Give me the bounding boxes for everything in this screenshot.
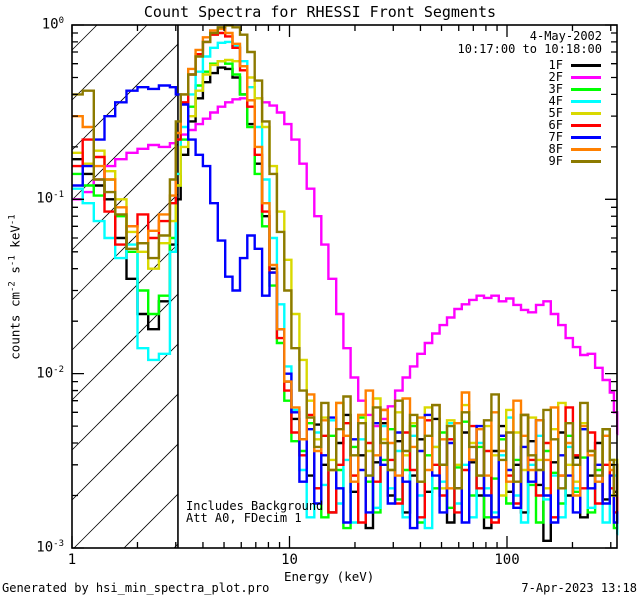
legend-item-6F: 6F <box>505 118 601 132</box>
legend-swatch <box>571 147 601 151</box>
legend-swatch <box>571 75 601 79</box>
legend-swatch <box>571 87 601 91</box>
hatch-line <box>71 343 179 451</box>
hatch-line <box>71 143 179 251</box>
axis-ticks <box>71 24 617 549</box>
legend-swatch <box>571 99 601 103</box>
hatch-line <box>71 243 179 351</box>
hatch-line <box>123 493 179 549</box>
obs-time-range: 10:17:00 to 10:18:00 <box>457 41 603 56</box>
series-line-9F <box>72 24 619 497</box>
observation-info: 4-May-2002 10:17:00 to 10:18:00 <box>458 30 603 55</box>
footer-generator: Generated by hsi_min_spectra_plot.pro <box>2 581 270 595</box>
legend-label: 7F <box>548 130 563 144</box>
plot-title: Count Spectra for RHESSI Front Segments <box>143 3 497 21</box>
legend-item-2F: 2F <box>505 70 601 84</box>
y-tick-label: 100 <box>41 16 64 33</box>
obs-date: 4-May-2002 <box>529 29 602 43</box>
hatch-line <box>71 24 148 101</box>
y-axis-label: counts cm-2 s-1 keV-1 <box>7 214 23 360</box>
legend-label: 5F <box>548 106 563 120</box>
legend-label: 1F <box>548 58 563 72</box>
legend-label: 8F <box>548 142 563 156</box>
hatch-line <box>71 43 179 151</box>
x-axis-label: Energy (keV) <box>284 569 375 584</box>
legend-item-4F: 4F <box>505 94 601 108</box>
legend-swatch <box>571 111 601 115</box>
x-tick-label: 1 <box>67 552 77 568</box>
legend-label: 3F <box>548 82 563 96</box>
y-tick-label: 10-2 <box>36 364 64 382</box>
legend-item-7F: 7F <box>505 130 601 144</box>
hatch-line <box>71 24 98 51</box>
annotation-includes-background: Includes Background <box>186 499 324 513</box>
hatch-line <box>73 443 179 549</box>
legend-item-9F: 9F <box>505 154 601 168</box>
hatch-line <box>71 293 179 401</box>
legend-label: 6F <box>548 118 563 132</box>
hatch-line <box>71 393 179 501</box>
legend-item-1F: 1F <box>505 58 601 72</box>
legend-swatch <box>571 63 601 67</box>
hatch-line <box>71 193 179 301</box>
plot-box <box>71 24 618 549</box>
legend-item-3F: 3F <box>505 82 601 96</box>
annotation-attenuator-state: Att A0, FDecim 1 <box>186 511 302 525</box>
x-tick-label: 10 <box>281 552 298 568</box>
footer-timestamp: 7-Apr-2023 13:18 <box>521 581 637 595</box>
legend-item-5F: 5F <box>505 106 601 120</box>
legend-label: 9F <box>548 154 563 168</box>
x-tick-label: 100 <box>494 552 520 568</box>
legend-item-8F: 8F <box>505 142 601 156</box>
legend-swatch <box>571 159 601 163</box>
hatch-line <box>71 93 179 201</box>
legend-label: 4F <box>548 94 563 108</box>
y-tick-label: 10-1 <box>36 190 64 207</box>
y-tick-label: 10-3 <box>36 538 64 556</box>
legend-swatch <box>571 123 601 127</box>
legend-label: 2F <box>548 70 563 84</box>
legend-swatch <box>571 135 601 139</box>
legend: 1F 2F 3F 4F 5F 6F 7F 8F 9F <box>505 58 601 168</box>
